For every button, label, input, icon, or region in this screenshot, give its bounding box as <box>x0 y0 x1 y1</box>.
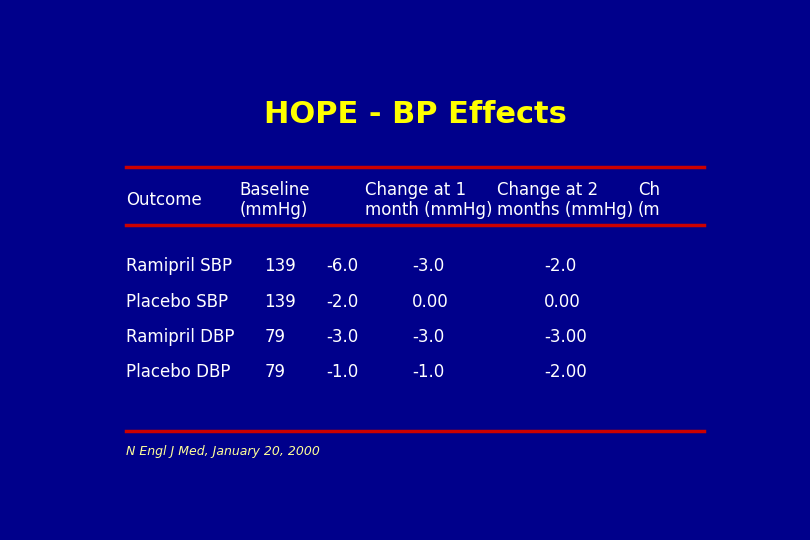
Text: 79: 79 <box>264 363 285 381</box>
Text: -3.0: -3.0 <box>412 258 444 275</box>
Text: Ch
(m: Ch (m <box>638 180 661 219</box>
Text: -3.0: -3.0 <box>412 328 444 346</box>
Text: Placebo SBP: Placebo SBP <box>126 293 228 311</box>
Text: N Engl J Med, January 20, 2000: N Engl J Med, January 20, 2000 <box>126 445 320 458</box>
Text: -2.0: -2.0 <box>544 258 576 275</box>
Text: -2.0: -2.0 <box>326 293 359 311</box>
Text: 139: 139 <box>264 293 296 311</box>
Text: -1.0: -1.0 <box>412 363 444 381</box>
Text: Ramipril DBP: Ramipril DBP <box>126 328 235 346</box>
Text: 139: 139 <box>264 258 296 275</box>
Text: HOPE - BP Effects: HOPE - BP Effects <box>264 100 566 129</box>
Text: -1.0: -1.0 <box>326 363 359 381</box>
Text: -6.0: -6.0 <box>326 258 359 275</box>
Text: 79: 79 <box>264 328 285 346</box>
Text: -2.00: -2.00 <box>544 363 586 381</box>
Text: -3.0: -3.0 <box>326 328 359 346</box>
Text: Change at 2
months (mmHg): Change at 2 months (mmHg) <box>497 180 633 219</box>
Text: 0.00: 0.00 <box>544 293 581 311</box>
Text: -3.00: -3.00 <box>544 328 586 346</box>
Text: Outcome: Outcome <box>126 191 202 209</box>
Text: Ramipril SBP: Ramipril SBP <box>126 258 232 275</box>
Text: 0.00: 0.00 <box>412 293 449 311</box>
Text: Baseline
(mmHg): Baseline (mmHg) <box>240 180 310 219</box>
Text: Placebo DBP: Placebo DBP <box>126 363 231 381</box>
Text: Change at 1
month (mmHg): Change at 1 month (mmHg) <box>364 180 492 219</box>
